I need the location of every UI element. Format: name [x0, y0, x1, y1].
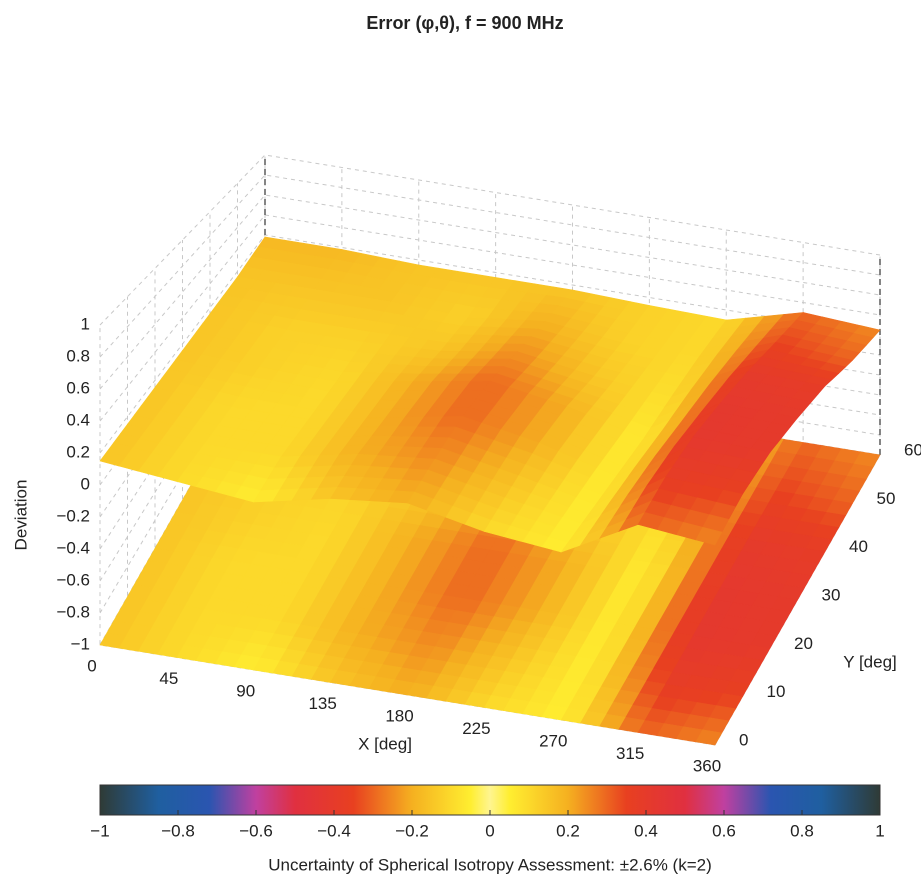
- z-tick-label: 0: [81, 474, 90, 493]
- z-axis-label: Deviation: [11, 480, 30, 551]
- grid-line: [637, 242, 804, 733]
- z-tick-label: −0.8: [56, 602, 90, 621]
- x-tick-label: 0: [87, 656, 96, 675]
- colorbar-tick-label: 0.2: [556, 821, 580, 840]
- floor-patch: [695, 729, 723, 746]
- colorbar-tick-label: 0.8: [790, 821, 814, 840]
- x-tick-label: 135: [308, 694, 336, 713]
- grid-line: [176, 167, 343, 658]
- x-tick-label: 90: [236, 681, 255, 700]
- x-axis-label: X [deg]: [358, 734, 412, 753]
- z-tick-label: −0.6: [56, 570, 90, 589]
- x-tick-label: 45: [159, 669, 178, 688]
- x-tick-label: 315: [616, 744, 644, 763]
- colorbar-tick-label: 0: [485, 821, 494, 840]
- z-tick-label: 0.6: [66, 378, 90, 397]
- colorbar-tick-label: −1: [90, 821, 109, 840]
- surface-patch: [695, 526, 723, 546]
- y-tick-label: 30: [822, 585, 841, 604]
- colorbar-label: Uncertainty of Spherical Isotropy Assess…: [268, 855, 712, 874]
- x-tick-label: 360: [693, 756, 721, 775]
- grid-line: [407, 205, 573, 696]
- colorbar-tick-label: 0.6: [712, 821, 736, 840]
- colorbar-tick-label: −0.8: [161, 821, 195, 840]
- colorbar-tick-label: −0.6: [239, 821, 273, 840]
- z-tick-label: 1: [81, 314, 90, 333]
- z-tick-label: −0.4: [56, 538, 90, 557]
- x-tick-label: 180: [385, 706, 413, 725]
- y-tick-label: 0: [739, 730, 748, 749]
- chart-title: Error (φ,θ), f = 900 MHz: [366, 13, 563, 33]
- grid-line: [154, 268, 771, 649]
- z-tick-label: 0.8: [66, 346, 90, 365]
- colorbar-tick-label: −0.4: [317, 821, 351, 840]
- y-tick-label: 50: [877, 489, 896, 508]
- x-tick-label: 270: [539, 731, 567, 750]
- y-tick-label: 20: [794, 634, 813, 653]
- y-tick-label: 60: [904, 440, 921, 459]
- z-tick-label: −1: [71, 634, 90, 653]
- grid-line: [483, 217, 650, 708]
- z-tick-label: −0.2: [56, 506, 90, 525]
- colorbar-tick-label: 0.4: [634, 821, 658, 840]
- y-tick-label: 40: [849, 537, 868, 556]
- colorbar-tick-label: −0.2: [395, 821, 429, 840]
- y-tick-label: 10: [767, 682, 786, 701]
- grid-line: [253, 180, 420, 671]
- grid-line: [330, 192, 497, 683]
- y-axis-label: Y [deg]: [843, 652, 897, 671]
- grid-line: [237, 183, 853, 504]
- colorbar-tick-label: 1: [875, 821, 884, 840]
- x-tick-label: 225: [462, 719, 490, 738]
- grid-line: [560, 230, 727, 721]
- z-tick-label: 0.2: [66, 442, 90, 461]
- z-tick-label: 0.4: [66, 410, 90, 429]
